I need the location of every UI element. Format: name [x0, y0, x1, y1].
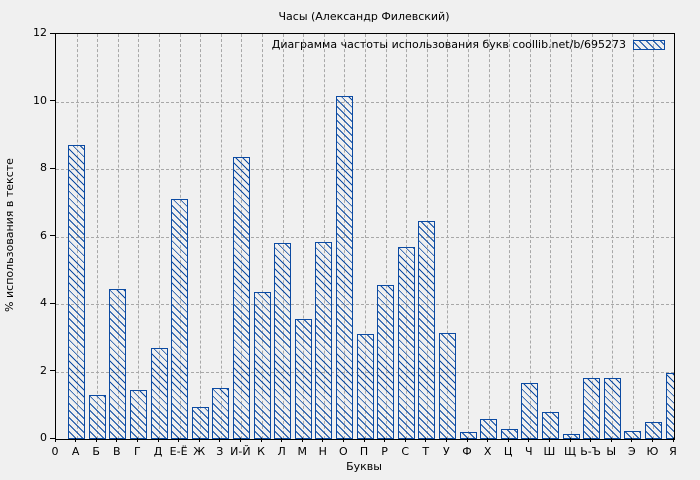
gridline-x-М: [303, 34, 305, 439]
x-tick-label: Ж: [193, 445, 206, 458]
gridline-x-Х: [488, 34, 490, 439]
chart-title: Часы (Александр Филевский): [278, 10, 450, 23]
x-tick-label: Г: [134, 445, 141, 458]
x-tick-label: О: [339, 445, 348, 458]
x-tick-label: З: [216, 445, 224, 458]
gridline-x-Б: [97, 34, 99, 439]
bar-Н: [315, 241, 333, 439]
bar-К: [253, 292, 271, 439]
x-tick-label: Л: [277, 445, 286, 458]
legend-label: Диаграмма частоты использования букв coo…: [271, 38, 626, 51]
bar-И-Й: [232, 157, 250, 439]
x-tick-label: С: [401, 445, 410, 458]
gridline-x-Ч: [529, 34, 531, 439]
x-tick-label: К: [257, 445, 265, 458]
x-tick-label: Р: [381, 445, 388, 458]
bar-Х: [480, 418, 498, 439]
gridline-x-Ж: [200, 34, 202, 439]
legend-swatch: [633, 39, 665, 50]
x-tick-label: М: [297, 445, 307, 458]
bar-Т: [418, 221, 436, 439]
bar-Б: [88, 395, 106, 439]
gridline-x-З: [220, 34, 222, 439]
gridline-x-П: [365, 34, 366, 439]
bar-Ь-Ъ: [583, 378, 601, 439]
x-tick-label: У: [443, 445, 450, 458]
bar-Ш: [541, 412, 559, 439]
bar-З: [212, 388, 230, 439]
x-axis-label: Буквы: [346, 460, 382, 473]
x-tick-label: И-Й: [230, 445, 251, 458]
x-tick-label: Э: [627, 445, 636, 458]
bar-Д: [150, 347, 168, 439]
x-tick-label: Ц: [503, 445, 513, 458]
bar-Ы: [603, 378, 621, 439]
bar-О: [335, 96, 353, 439]
bar-Г: [129, 390, 147, 439]
bar-Л: [274, 243, 292, 439]
plot-area: Диаграмма частоты использования букв coo…: [55, 33, 675, 440]
x-tick-label: Я: [669, 445, 677, 458]
gridline-x-Ь-Ъ: [591, 34, 593, 439]
gridline-x-Ф: [468, 34, 469, 439]
bar-Я: [665, 373, 674, 439]
y-axis-label: % использования в тексте: [3, 158, 16, 312]
gridline-x-Р: [385, 34, 387, 439]
x-tick-label: Т: [422, 445, 430, 458]
bar-Щ: [562, 433, 580, 439]
bar-У: [438, 332, 456, 439]
gridline-x-С: [406, 34, 408, 439]
bar-С: [397, 246, 415, 439]
x-tick-label: Н: [318, 445, 327, 458]
bar-Ю: [644, 422, 662, 439]
x-tick-label: А: [71, 445, 80, 458]
x-tick-label: Ь-Ъ: [580, 445, 601, 458]
y-tick-label: 0: [40, 431, 47, 444]
x-tick-label: Щ: [563, 445, 577, 458]
legend: Диаграмма частоты использования букв coo…: [272, 38, 665, 51]
bar-Ц: [500, 428, 518, 439]
gridline-x-Ю: [653, 34, 655, 439]
bar-П: [356, 334, 374, 439]
x-tick-label: В: [113, 445, 121, 458]
gridline-x-У: [447, 34, 449, 439]
x-tick-label: Ш: [543, 445, 556, 458]
gridline-x-Ц: [509, 34, 511, 439]
bar-Е-Ё: [171, 199, 189, 439]
bar-Ж: [191, 406, 209, 439]
bar-Ч: [521, 383, 539, 439]
x-tick-label: Ы: [606, 445, 617, 458]
bar-Ф: [459, 432, 477, 439]
gridline-x-К: [262, 34, 263, 439]
gridline-x-Г: [138, 34, 140, 439]
bar-Р: [377, 285, 395, 439]
x-tick-label: Ю: [646, 445, 659, 458]
bar-М: [294, 319, 312, 439]
gridline-x-Ш: [550, 34, 552, 439]
x-tick-label: Е-Ё: [169, 445, 188, 458]
x-tick-label: Х: [483, 445, 492, 458]
gridline-x-Щ: [571, 34, 572, 439]
bar-А: [68, 145, 86, 439]
gridline-x-Э: [632, 34, 634, 439]
gridline-x-Н: [323, 34, 325, 439]
x-tick-label: П: [359, 445, 369, 458]
x-tick-label: 0: [51, 445, 59, 458]
gridline-x-Ы: [612, 34, 614, 439]
x-tick-label: Ф: [462, 445, 472, 458]
x-tick-label: Ч: [525, 445, 533, 458]
bar-Э: [624, 430, 642, 439]
bar-В: [109, 288, 127, 439]
gridline-x-В: [117, 34, 119, 439]
gridline-x-Л: [282, 34, 284, 439]
y-tick-label: 12: [33, 26, 47, 39]
gridline-x-Д: [159, 34, 160, 439]
x-tick-label: Б: [92, 445, 100, 458]
x-tick-label: Д: [153, 445, 163, 458]
